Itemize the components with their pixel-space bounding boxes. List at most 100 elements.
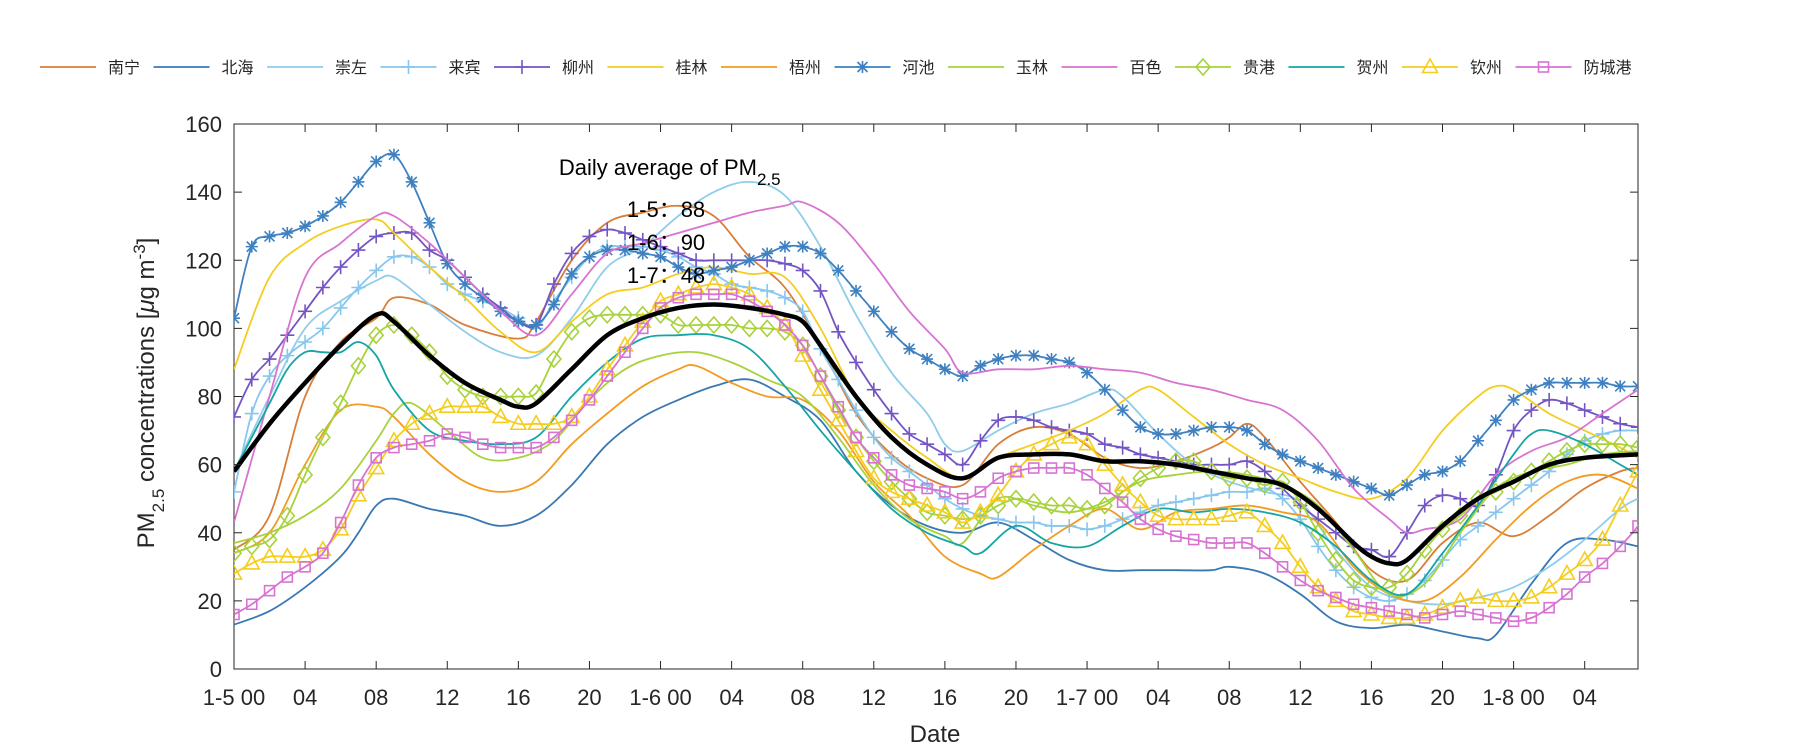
data-point-triangle [1238, 502, 1256, 519]
data-point-plus [1044, 420, 1059, 435]
data-point-star [1454, 455, 1467, 468]
data-point-triangle [1184, 509, 1203, 526]
data-point-plus [1559, 396, 1574, 411]
x-tick-label: 20 [1004, 685, 1028, 710]
data-point-square [1152, 523, 1164, 536]
data-point-square [1081, 469, 1093, 481]
data-point-triangle [242, 553, 261, 570]
annotation-line-1-5: 1-5：88 [627, 197, 705, 222]
data-point-star [1116, 404, 1129, 417]
data-point-triangle [438, 397, 457, 414]
data-point-square [423, 434, 436, 447]
data-point-square [885, 469, 898, 481]
series-百色 [234, 200, 1638, 535]
data-point-plus [1240, 454, 1255, 469]
data-point-star [707, 264, 720, 277]
data-point-triangle [1131, 492, 1150, 509]
legend-label: 防城港 [1584, 58, 1632, 77]
data-point-star [245, 240, 258, 253]
data-point-star [1596, 376, 1609, 389]
data-point-triangle [1575, 550, 1594, 567]
data-point-diamond [545, 349, 562, 369]
data-point-square [1187, 533, 1200, 546]
data-point-plus [564, 246, 579, 261]
data-point-plus [422, 243, 437, 258]
data-point-triangle [1504, 591, 1523, 608]
data-point-square [352, 479, 365, 491]
y-label-pm: PM [133, 512, 160, 548]
data-point-star [856, 61, 869, 73]
data-point-square [1561, 588, 1573, 600]
y-axis-label: PM2.5 concentrations [μg m-3] [130, 238, 168, 549]
data-point-square [1365, 601, 1378, 614]
data-point-plus [849, 403, 864, 418]
data-point-square [619, 346, 631, 359]
data-point-star [565, 267, 578, 280]
data-point-star [1063, 356, 1076, 369]
series-河池 [234, 148, 1638, 502]
data-point-triangle [953, 512, 972, 529]
legend-item-河池: 河池 [834, 58, 935, 77]
data-point-triangle [1167, 509, 1185, 526]
data-point-plus [333, 300, 348, 315]
data-point-star [1525, 383, 1538, 396]
data-point-square [494, 441, 507, 454]
data-point-triangle [1042, 434, 1061, 451]
data-point-square [974, 486, 987, 498]
data-point-square [1436, 608, 1449, 621]
data-point-star [1223, 421, 1236, 434]
data-point-square [1241, 537, 1253, 549]
data-point-star [476, 291, 489, 304]
data-point-square [1205, 537, 1218, 549]
data-point-star [1169, 427, 1182, 440]
data-point-plus [1631, 423, 1638, 438]
data-point-triangle [473, 397, 492, 414]
y-tick-label: 0 [210, 657, 222, 682]
legend-label: 崇左 [335, 58, 367, 77]
data-point-star [850, 284, 863, 297]
data-point-square [317, 547, 329, 559]
data-point-square [725, 288, 738, 301]
data-point-diamond [332, 394, 349, 413]
data-point-square [1116, 496, 1129, 508]
legend-item-贵港: 贵港 [1175, 57, 1275, 77]
series-line [234, 333, 1638, 597]
data-point-star [1578, 376, 1591, 389]
data-point-diamond [723, 315, 740, 335]
data-point-triangle [1558, 563, 1576, 580]
data-point-plus [617, 226, 632, 240]
legend-label: 贺州 [1357, 58, 1389, 77]
data-point-triangle [936, 502, 954, 519]
x-tick-label: 20 [1430, 685, 1454, 710]
data-point-star [1081, 366, 1094, 379]
data-point-diamond [1327, 550, 1344, 570]
data-point-plus [262, 369, 277, 384]
y-tick-label: 120 [185, 248, 222, 273]
data-point-plus [1417, 498, 1432, 513]
annotation-title: Daily average of PM2.5 [559, 155, 781, 189]
data-point-plus [1453, 491, 1468, 506]
legend-label: 贵港 [1243, 58, 1275, 77]
legend-item-桂林: 桂林 [607, 58, 708, 77]
y-label-post: ] [133, 238, 160, 245]
data-point-diamond [1345, 571, 1362, 590]
data-point-diamond [492, 387, 509, 406]
data-point-diamond [1194, 57, 1212, 77]
data-point-triangle [847, 441, 865, 458]
data-point-triangle [1149, 506, 1168, 523]
data-point-star [1436, 465, 1449, 478]
series-line [234, 200, 1638, 535]
data-point-square [1099, 482, 1111, 495]
data-point-star [405, 175, 418, 188]
data-point-square [1418, 612, 1431, 624]
x-tick-label: 1-6 00 [629, 685, 691, 710]
x-tick-label: 04 [1572, 685, 1596, 710]
data-point-diamond [1398, 564, 1416, 583]
data-point-triangle [385, 431, 403, 448]
x-tick-label: 16 [506, 685, 530, 710]
data-point-plus [1008, 515, 1023, 530]
data-point-diamond [368, 325, 385, 345]
data-point-triangle [989, 485, 1008, 502]
data-point-square [814, 370, 827, 382]
legend-label: 钦州 [1470, 58, 1502, 77]
